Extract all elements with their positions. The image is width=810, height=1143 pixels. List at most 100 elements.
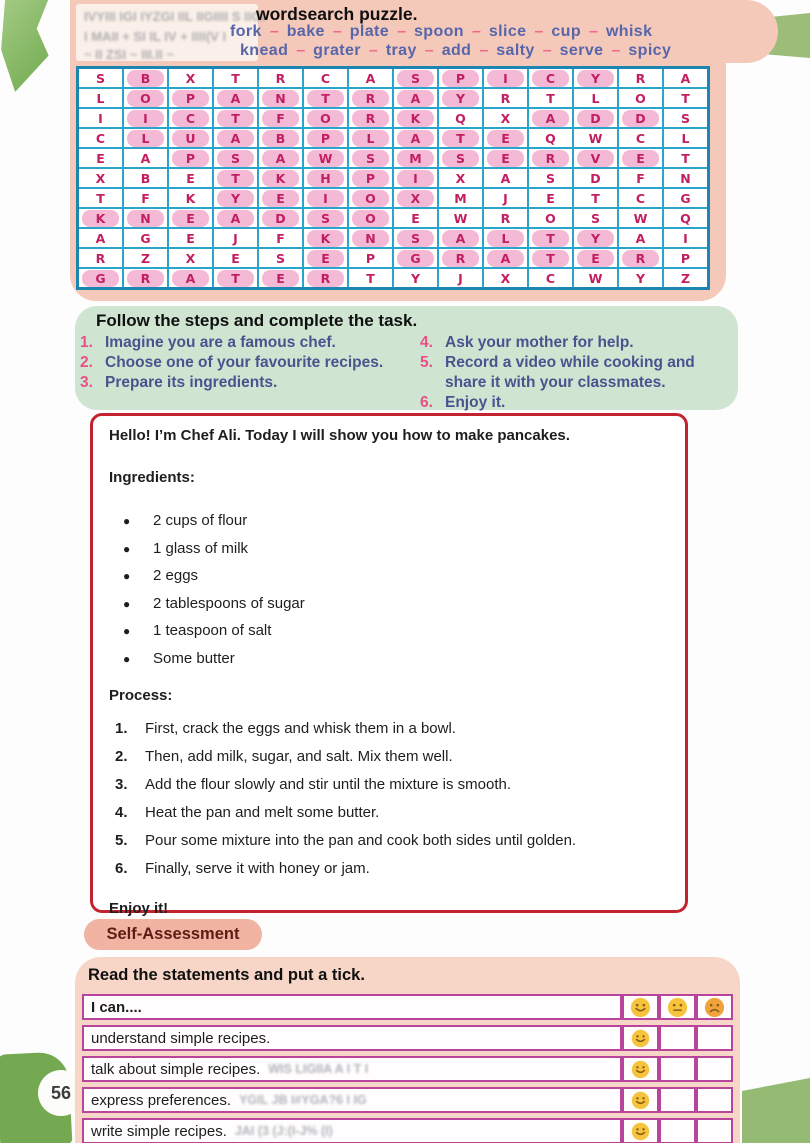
process-step: 6. Finally, serve it with honey or jam.	[115, 860, 669, 888]
grid-letter: E	[411, 210, 420, 226]
grid-letter: L	[487, 229, 524, 247]
grid-cell: A	[167, 267, 214, 290]
bullet-icon: ●	[123, 651, 131, 666]
grid-cell: R	[437, 247, 484, 269]
grid-letter: I	[307, 189, 344, 207]
process-step-number: 5.	[115, 832, 128, 849]
grid-letter: A	[442, 229, 479, 247]
assessment-tick-cell[interactable]	[696, 1025, 733, 1051]
grid-letter: N	[352, 229, 389, 247]
dash-separator: –	[534, 23, 544, 40]
grid-cell: C	[617, 127, 664, 149]
assessment-statement-text: understand simple recipes.	[91, 1029, 271, 1047]
recipe-outro: Enjoy it!	[109, 900, 169, 917]
grid-cell: K	[76, 207, 124, 229]
grid-letter: Q	[455, 110, 466, 126]
task-steps-right-column: 4. Ask your mother for help. 5. Record a vi…	[420, 334, 695, 414]
grid-letter: S	[95, 70, 105, 86]
task-step-text: Choose one of your favourite recipes.	[105, 354, 384, 371]
grid-letter: P	[172, 149, 209, 167]
assessment-tick-cell[interactable]	[622, 1087, 659, 1113]
grid-cell: E	[257, 187, 304, 209]
task-step: share it with your classmates.	[420, 374, 695, 394]
grid-letter: H	[307, 169, 344, 187]
grid-letter: V	[577, 149, 614, 167]
grid-cell: P	[167, 147, 214, 169]
grid-cell: C	[167, 107, 214, 129]
grid-cell: E	[212, 247, 259, 269]
grid-cell: C	[302, 66, 349, 89]
grid-letter: A	[500, 170, 511, 186]
word: knead	[240, 42, 289, 59]
grid-cell: G	[662, 187, 710, 209]
assessment-tick-cell[interactable]	[622, 1025, 659, 1051]
assessment-statement: write simple recipes. JAI (3 (J:(I-J% (I)	[82, 1118, 622, 1143]
grid-cell: A	[257, 147, 304, 169]
grid-letter: O	[127, 89, 164, 107]
assessment-tick-cell[interactable]	[622, 1056, 659, 1082]
grid-cell: C	[76, 127, 124, 149]
process-step: 1. First, crack the eggs and whisk them i…	[115, 720, 669, 748]
grid-letter: D	[577, 109, 614, 127]
grid-letter: T	[217, 109, 254, 127]
green-corner-decoration-bottom-right	[742, 1078, 810, 1143]
grid-cell: R	[257, 66, 304, 89]
grid-cell: E	[482, 147, 529, 169]
assessment-tick-cell[interactable]	[622, 1118, 659, 1143]
assessment-statement-text: express preferences.	[91, 1091, 232, 1109]
grid-letter: P	[172, 89, 209, 107]
grid-cell: R	[482, 207, 529, 229]
grid-letter: T	[546, 90, 555, 106]
grid-letter: K	[82, 209, 119, 227]
grid-letter: J	[233, 230, 238, 246]
grid-letter: X	[185, 250, 196, 266]
assessment-tick-cell[interactable]	[659, 1025, 696, 1051]
assessment-statement-text: write simple recipes.	[91, 1122, 227, 1140]
word-list-line-1: fork – bake – plate – spoon – slice – cup – whisk	[230, 23, 652, 41]
ingredient-item: ● Some butter	[123, 650, 669, 678]
process-step: 4. Heat the pan and melt some butter.	[115, 804, 669, 832]
grid-letter: K	[262, 169, 299, 187]
grid-cell: S	[392, 227, 439, 249]
assessment-tick-cell[interactable]	[659, 1056, 696, 1082]
grid-cell: N	[347, 227, 394, 249]
task-title: Follow the steps and complete the task.	[96, 311, 418, 330]
assessment-tick-cell[interactable]	[696, 1056, 733, 1082]
grid-letter: X	[500, 110, 511, 126]
grid-cell: O	[302, 107, 349, 129]
word: tray	[385, 42, 417, 59]
ingredients-list: ● 2 cups of flour ● 1 glass of milk ● 2 eggs ●…	[123, 512, 669, 677]
happy-face-icon	[631, 1091, 650, 1110]
assessment-tick-cell[interactable]	[659, 1118, 696, 1143]
grid-letter: O	[307, 109, 344, 127]
assessment-tick-cell[interactable]	[696, 1087, 733, 1113]
grid-cell: S	[572, 207, 619, 229]
grid-letter: C	[545, 270, 556, 286]
grid-cell: S	[527, 167, 574, 189]
grid-cell: A	[482, 247, 529, 269]
grid-cell: K	[257, 167, 304, 189]
grid-cell: O	[347, 207, 394, 229]
assessment-tick-cell[interactable]	[659, 1087, 696, 1113]
grid-letter: D	[590, 170, 601, 186]
word: plate	[349, 23, 390, 40]
grid-cell: Q	[662, 207, 710, 229]
process-step-text: Finally, serve it with honey or jam.	[145, 860, 370, 877]
grid-cell: P	[302, 127, 349, 149]
grid-letter: Q	[545, 130, 556, 146]
process-step-text: First, crack the eggs and whisk them in …	[145, 720, 456, 737]
grid-letter: S	[397, 69, 434, 87]
word: slice	[488, 23, 527, 40]
grid-letter: I	[127, 109, 164, 127]
grid-letter: Y	[442, 89, 479, 107]
grid-cell: T	[347, 267, 394, 290]
grid-cell: I	[662, 227, 710, 249]
process-step-number: 1.	[115, 720, 128, 737]
grid-letter: G	[82, 269, 119, 287]
ingredient-item: ● 2 tablespoons of sugar	[123, 595, 669, 623]
assessment-tick-cell[interactable]	[696, 1118, 733, 1143]
grid-letter: M	[397, 149, 434, 167]
grid-cell: Y	[392, 267, 439, 290]
